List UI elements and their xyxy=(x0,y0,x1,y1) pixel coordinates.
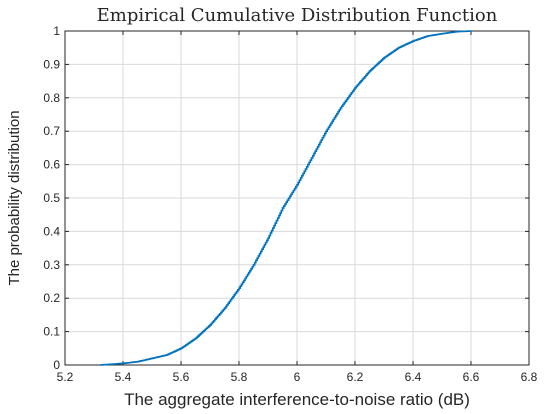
y-tick-label: 0.6 xyxy=(43,158,60,172)
axis-ticks: 5.2 5.4 5.6 5.8 6 6.2 6.4 6.6 6.8 0 0.1 0.2 0.3 0.4 0.… xyxy=(43,24,537,384)
x-tick-label: 5.8 xyxy=(231,370,248,384)
y-tick-label: 0.8 xyxy=(43,91,60,105)
y-tick-label: 0.3 xyxy=(43,258,60,272)
y-tick-label: 0.1 xyxy=(43,325,60,339)
y-tick-label: 0.9 xyxy=(43,57,60,71)
x-tick-label: 6.6 xyxy=(463,370,480,384)
x-tick-label: 6.2 xyxy=(347,370,364,384)
x-tick-label: 5.4 xyxy=(115,370,132,384)
y-tick-label: 0 xyxy=(53,358,60,372)
y-tick-label: 0.4 xyxy=(43,224,60,238)
y-tick-label: 0.5 xyxy=(43,191,60,205)
y-tick-label: 1 xyxy=(53,24,60,38)
y-tick-label: 0.7 xyxy=(43,124,60,138)
x-tick-label: 6 xyxy=(294,370,301,384)
x-tick-label: 6.4 xyxy=(405,370,422,384)
series-layer xyxy=(99,30,472,366)
x-tick-label: 5.6 xyxy=(173,370,190,384)
x-axis-label: The aggregate interference-to-noise rati… xyxy=(124,390,470,409)
x-tick-label: 5.2 xyxy=(57,370,74,384)
x-tick-label: 6.8 xyxy=(521,370,538,384)
y-tick-label: 0.2 xyxy=(43,291,60,305)
chart-title: Empirical Cumulative Distribution Functi… xyxy=(97,5,498,26)
y-axis-label: The probability distribution xyxy=(6,110,23,285)
cdf-line xyxy=(99,30,472,366)
